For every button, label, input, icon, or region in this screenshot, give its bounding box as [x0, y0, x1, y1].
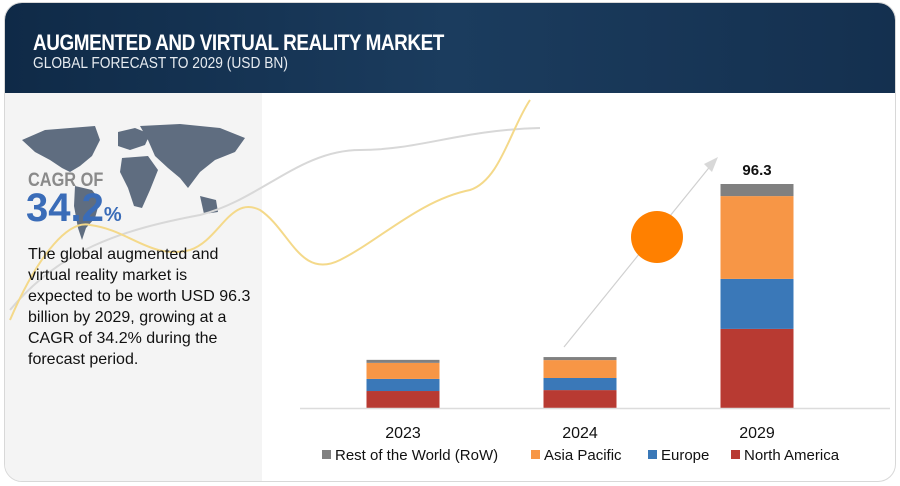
x-tick-label: 2023 [385, 425, 421, 442]
bar-segment-2029-rest-of-the-world-row- [720, 184, 794, 197]
cagr-label: CAGR OF [28, 170, 104, 191]
bar-segment-2024-rest-of-the-world-row- [543, 357, 617, 361]
bar-segment-2029-europe [720, 278, 794, 329]
bar-segment-2023-north-america [366, 391, 440, 408]
accent-circle [631, 211, 683, 263]
summary-description: The global augmented and virtual reality… [28, 246, 251, 368]
legend-label: Asia Pacific [544, 447, 622, 464]
bar-segment-2023-asia-pacific [366, 362, 440, 379]
data-label: 96.3 [742, 162, 771, 179]
bar-segment-2024-europe [543, 377, 617, 391]
legend-swatch [648, 450, 657, 459]
growth-arrow [563, 163, 713, 348]
cagr-number: 34.2 [26, 186, 104, 230]
bar-segment-2024-north-america [543, 390, 617, 408]
legend-label: Europe [661, 447, 709, 464]
x-tick-label: 2029 [739, 425, 775, 442]
bar-segment-2023-europe [366, 378, 440, 392]
page-subtitle: GLOBAL FORECAST TO 2029 (USD BN) [33, 55, 288, 72]
legend-swatch [531, 450, 540, 459]
bar-segment-2023-rest-of-the-world-row- [366, 359, 440, 363]
bar-segment-2029-north-america [720, 328, 794, 408]
cagr-value: 34.2% [26, 186, 122, 231]
cagr-unit: % [103, 204, 122, 226]
legend-label: North America [744, 447, 840, 464]
x-tick-label: 2024 [562, 425, 598, 442]
page-title: AUGMENTED AND VIRTUAL REALITY MARKET [33, 30, 444, 55]
header: AUGMENTED AND VIRTUAL REALITY MARKET GLO… [5, 3, 895, 93]
legend-label: Rest of the World (RoW) [335, 447, 498, 464]
legend-swatch [731, 450, 740, 459]
world-map-icon [22, 124, 245, 240]
legend-swatch [322, 450, 331, 459]
bar-segment-2024-asia-pacific [543, 360, 617, 378]
bar-segment-2029-asia-pacific [720, 196, 794, 279]
arrow-head-icon [704, 157, 718, 172]
